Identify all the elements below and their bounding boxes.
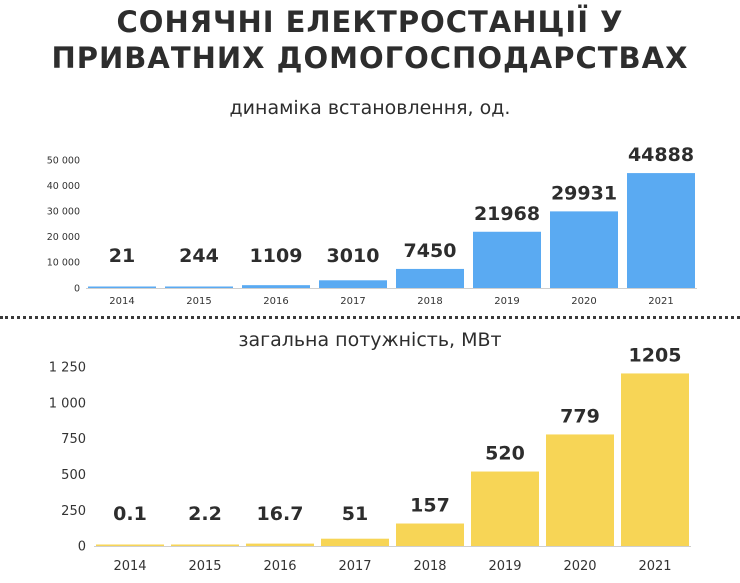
installations-data-label: 29931	[551, 182, 617, 204]
installations-x-tick-label: 2017	[340, 296, 365, 307]
capacity-data-label: 520	[485, 443, 525, 465]
installations-data-label: 1109	[250, 245, 303, 267]
installations-data-label: 44888	[628, 144, 694, 166]
installations-y-tick-label: 30 000	[47, 207, 80, 218]
installations-bar	[627, 173, 695, 288]
capacity-y-tick-label: 750	[61, 432, 86, 447]
installations-x-tick-label: 2021	[648, 296, 673, 307]
installations-bar	[473, 231, 541, 288]
capacity-data-label: 779	[560, 405, 600, 427]
capacity-bar	[246, 543, 314, 546]
installations-data-label: 21968	[474, 203, 540, 225]
installations-data-label: 3010	[327, 245, 380, 267]
installations-data-label: 244	[179, 245, 219, 267]
installations-y-tick-label: 50 000	[47, 155, 80, 166]
capacity-data-label: 0.1	[113, 503, 147, 525]
dotted-divider	[0, 316, 740, 319]
capacity-bar	[96, 544, 164, 546]
capacity-bar	[621, 373, 689, 546]
capacity-data-label: 157	[410, 495, 450, 517]
installations-bar	[88, 286, 156, 288]
capacity-bar	[396, 523, 464, 546]
installations-bar	[165, 286, 233, 288]
capacity-x-tick-label: 2016	[263, 559, 296, 574]
capacity-bar	[546, 434, 614, 546]
installations-chart: динаміка встановлення, од. 0 10 000 20 000 3…	[0, 90, 740, 312]
capacity-data-label: 1205	[629, 344, 682, 366]
page-title-line-2: ПРИВАТНИХ ДОМОГОСПОДАРСТВАХ	[51, 41, 689, 75]
capacity-chart-title: загальна потужність, МВт	[238, 329, 501, 351]
capacity-chart: загальна потужність, МВт 0 250 500 750 1 000 1…	[0, 320, 740, 583]
capacity-x-tick-label: 2017	[338, 559, 371, 574]
installations-y-tick-label: 10 000	[47, 258, 80, 269]
capacity-chart-svg: загальна потужність, МВт 0 250 500 750 1 000 1…	[49, 329, 691, 574]
page-title-line-1: СОНЯЧНІ ЕЛЕКТРОСТАНЦІЇ У	[116, 5, 624, 39]
installations-bar	[396, 268, 464, 288]
capacity-bar	[321, 538, 389, 546]
installations-x-tick-label: 2016	[263, 296, 288, 307]
capacity-data-label: 2.2	[188, 503, 222, 525]
installations-data-label: 21	[109, 245, 135, 267]
capacity-bar	[171, 544, 239, 546]
installations-x-tick-label: 2020	[571, 296, 596, 307]
installations-bar	[242, 285, 310, 288]
installations-data-label: 7450	[404, 240, 457, 262]
capacity-y-tick-label: 500	[61, 468, 86, 483]
installations-y-tick-label: 40 000	[47, 181, 80, 192]
capacity-x-tick-label: 2015	[188, 559, 221, 574]
capacity-y-tick-label: 250	[61, 504, 86, 519]
capacity-data-label: 51	[342, 503, 368, 525]
capacity-x-tick-label: 2018	[413, 559, 446, 574]
capacity-y-tick-label: 0	[78, 540, 86, 555]
capacity-y-tick-label: 1 000	[49, 396, 86, 411]
capacity-bar	[471, 471, 539, 546]
installations-bar	[550, 211, 618, 288]
capacity-x-tick-label: 2014	[113, 559, 146, 574]
capacity-x-tick-label: 2020	[563, 559, 596, 574]
capacity-y-tick-label: 1 250	[49, 361, 86, 376]
installations-x-tick-label: 2018	[417, 296, 442, 307]
installations-x-tick-label: 2019	[494, 296, 519, 307]
installations-x-tick-label: 2015	[186, 296, 211, 307]
installations-y-tick-label: 20 000	[47, 232, 80, 243]
capacity-data-label: 16.7	[257, 503, 304, 525]
capacity-x-tick-label: 2021	[638, 559, 671, 574]
capacity-x-tick-label: 2019	[488, 559, 521, 574]
installations-x-tick-label: 2014	[109, 296, 134, 307]
installations-y-tick-label: 0	[74, 283, 80, 294]
installations-bar	[319, 280, 387, 288]
installations-chart-title: динаміка встановлення, од.	[230, 97, 511, 119]
installations-chart-svg: динаміка встановлення, од. 0 10 000 20 000 3…	[47, 97, 697, 307]
